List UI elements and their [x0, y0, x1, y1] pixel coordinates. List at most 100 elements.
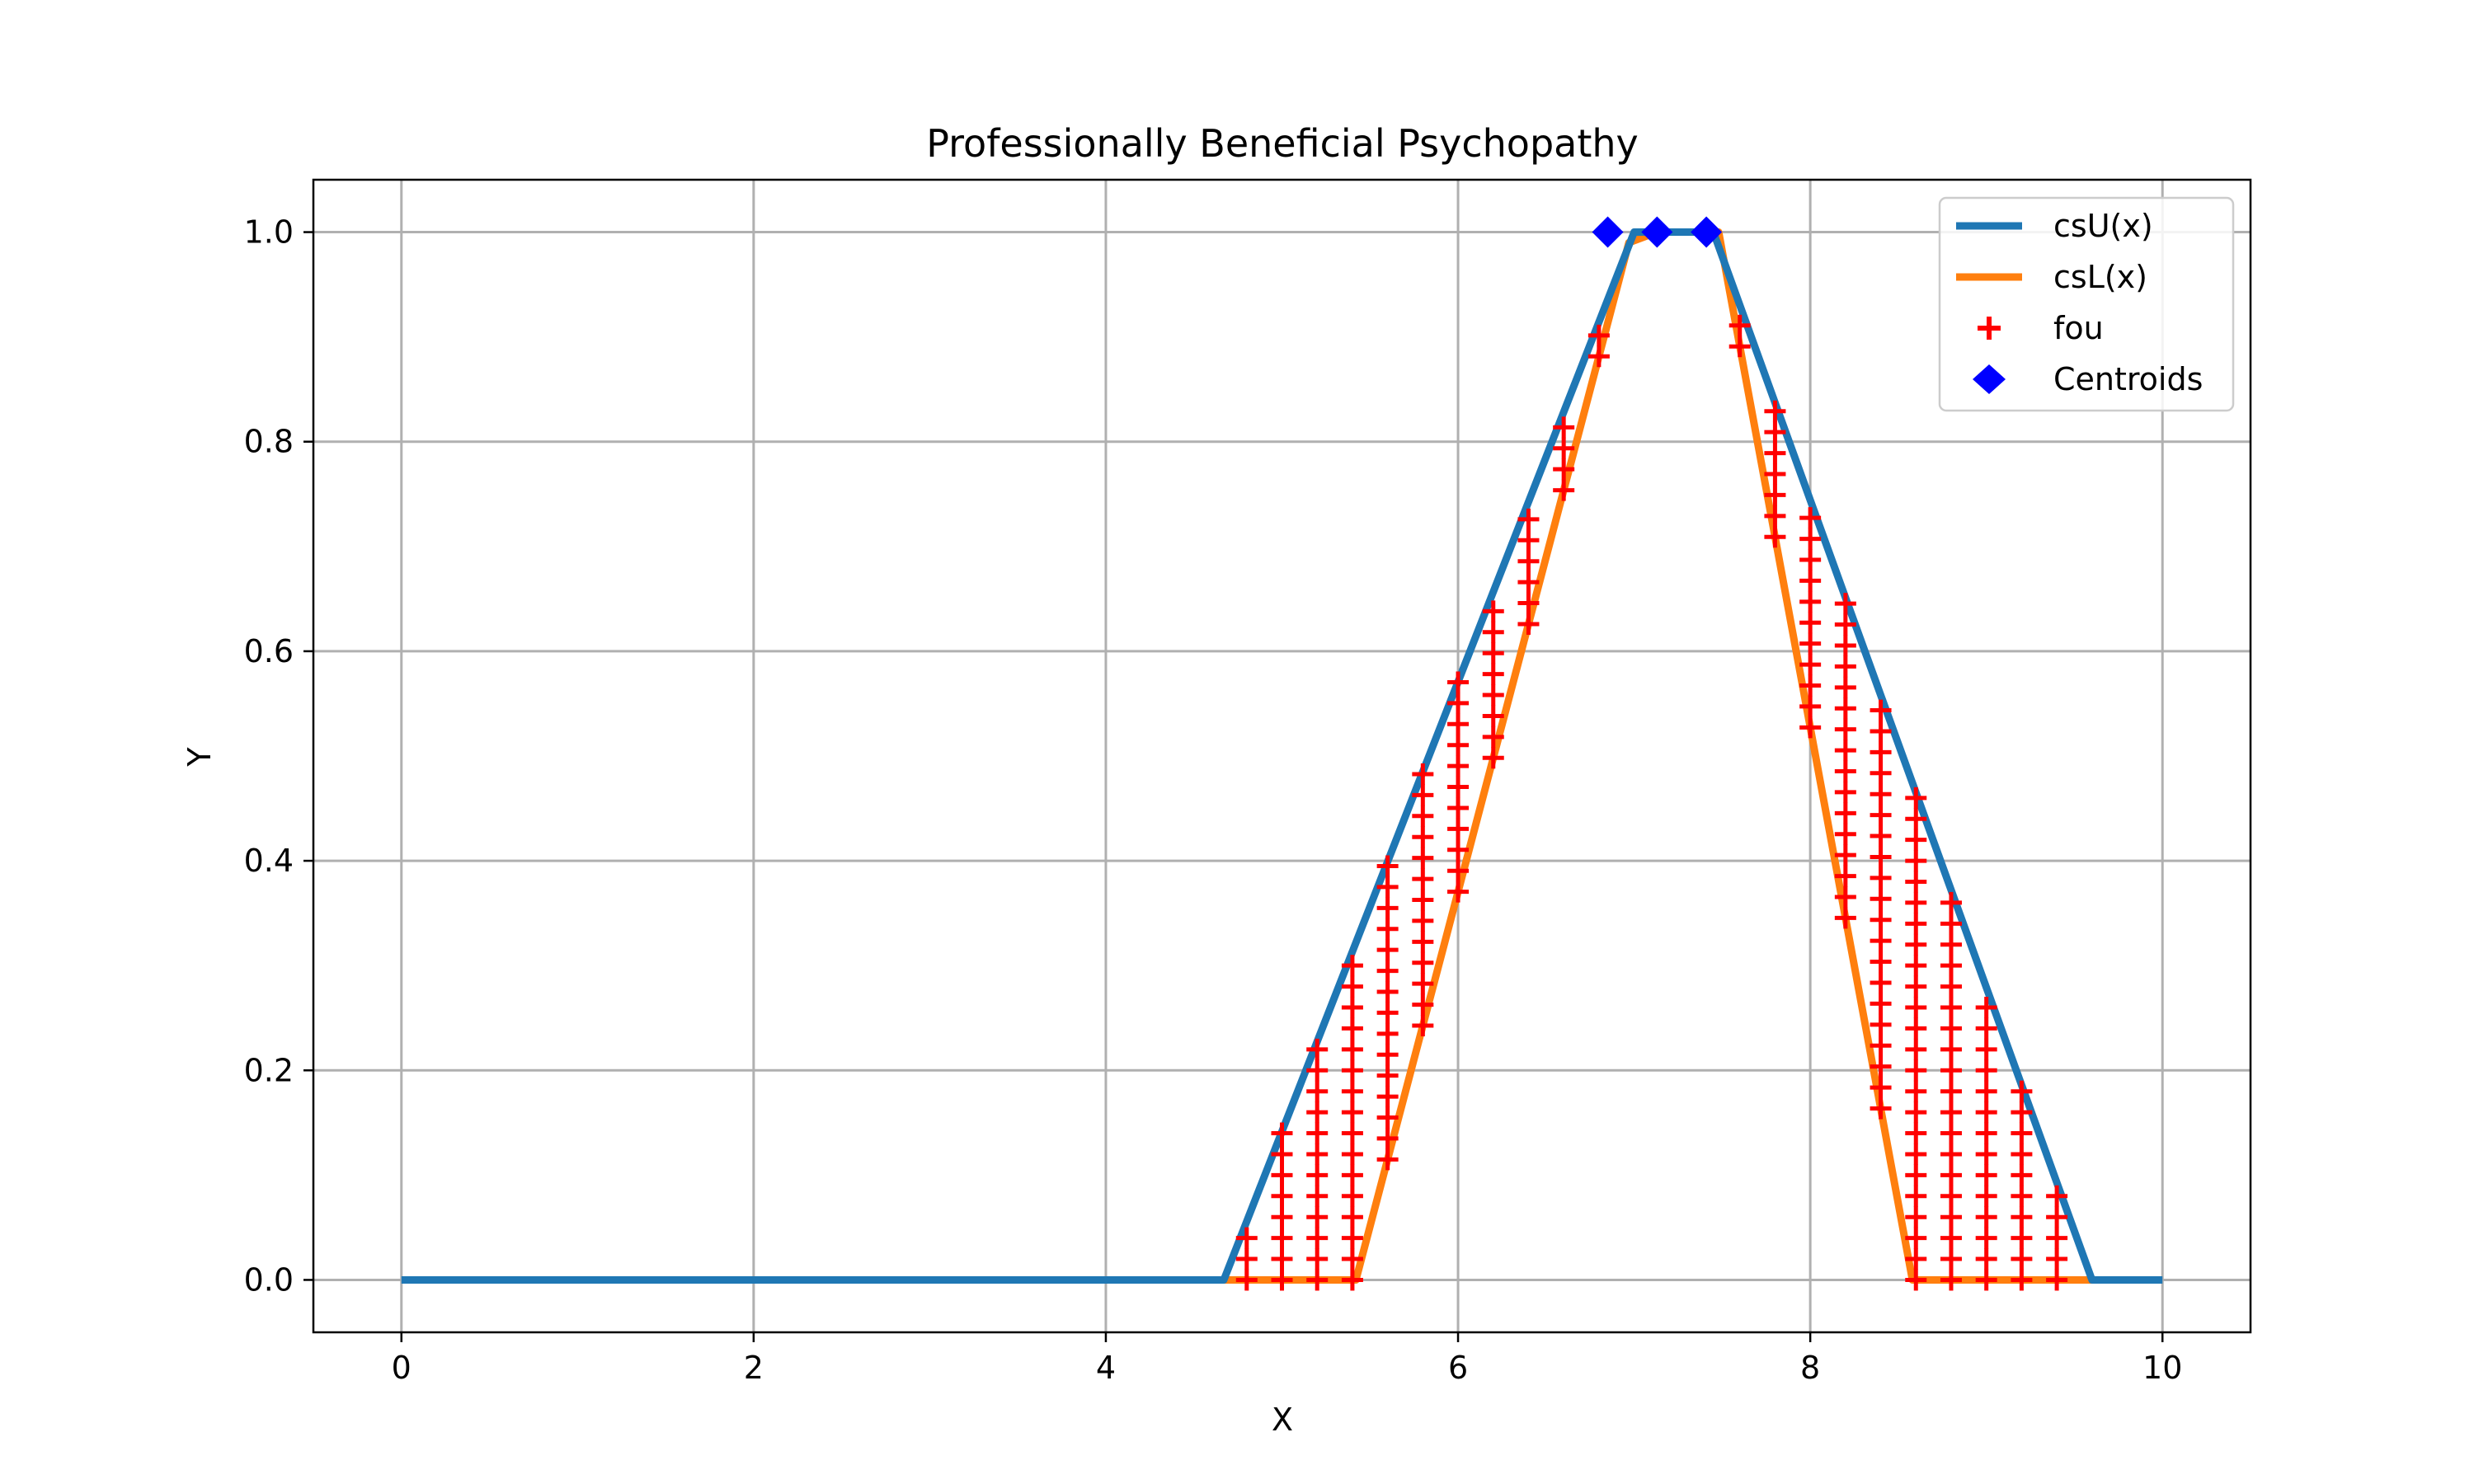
fou-marker [1306, 1269, 1329, 1291]
fou-marker [1940, 1227, 1962, 1249]
fou-marker [1482, 726, 1504, 748]
x-tick-label: 6 [1448, 1350, 1468, 1386]
fou-marker [1834, 697, 1856, 720]
fou-marker [1306, 1143, 1329, 1165]
fou-marker [1482, 600, 1504, 622]
centroid-marker [1592, 216, 1624, 248]
fou-marker [1553, 437, 1575, 459]
fou-marker [1517, 592, 1540, 614]
fou-marker [1341, 1080, 1363, 1102]
fou-marker [1341, 1059, 1363, 1082]
fou-marker [1940, 1122, 1962, 1144]
y-tick-label: 0.8 [244, 424, 294, 460]
legend-box [1938, 196, 2235, 412]
fou-marker [1905, 850, 1927, 872]
fou-marker [1341, 1206, 1363, 1228]
fou-marker [1587, 324, 1610, 346]
legend-swatch-centroids [1973, 364, 2006, 394]
x-tick-label: 10 [2142, 1350, 2182, 1386]
fou-marker [1799, 590, 1822, 613]
fou-marker [1412, 951, 1434, 974]
fou-marker [1447, 818, 1470, 840]
fou-marker [1940, 1101, 1962, 1124]
fou-marker [1870, 804, 1892, 826]
fou-marker [1834, 634, 1856, 656]
fou-marker [1834, 865, 1856, 887]
fou-marker [1799, 570, 1822, 592]
fou-marker [1870, 783, 1892, 805]
fou-marker [1447, 692, 1470, 714]
fou-marker [1870, 1077, 1892, 1099]
fou-marker [1553, 458, 1575, 481]
fou-marker [1341, 1164, 1363, 1186]
fou-marker [1870, 951, 1892, 973]
fou-marker [1799, 695, 1822, 717]
fou-marker [1870, 971, 1892, 993]
fou-marker [1940, 891, 1962, 913]
fou-marker [1376, 960, 1399, 982]
fou-marker [1940, 1269, 1962, 1291]
chart-title: Professionally Beneficial Psychopathy [926, 121, 1639, 166]
fou-markers [1235, 314, 2068, 1291]
fou-marker [1341, 1143, 1363, 1165]
fou-marker [1447, 838, 1470, 861]
fou-marker [1447, 755, 1470, 777]
fou-marker [1799, 612, 1822, 634]
legend-label-csL: csL(x) [2053, 259, 2147, 295]
fou-marker [1834, 676, 1856, 698]
fou-marker [1412, 993, 1434, 1016]
fou-marker [1587, 345, 1610, 368]
fou-marker [1306, 1080, 1329, 1102]
fou-marker [1834, 802, 1856, 824]
fou-marker [1764, 484, 1786, 506]
fou-marker [2011, 1164, 2033, 1186]
fou-marker [1975, 997, 1997, 1019]
fou-marker [1975, 1248, 1997, 1270]
fou-marker [1764, 400, 1786, 422]
fou-marker [1905, 1269, 1927, 1291]
fou-marker [1870, 1013, 1892, 1036]
fou-marker [1341, 1017, 1363, 1040]
fou-marker [1447, 713, 1470, 735]
fou-marker [1870, 1097, 1892, 1120]
fou-marker [1412, 931, 1434, 953]
fou-marker [2046, 1248, 2068, 1270]
fou-marker [1799, 632, 1822, 655]
fou-marker [1905, 1122, 1927, 1144]
fou-marker [1799, 528, 1822, 550]
fou-marker [1376, 1086, 1399, 1108]
fou-marker [1341, 1038, 1363, 1060]
x-tick-label: 0 [392, 1350, 412, 1386]
centroid-markers [1592, 216, 1723, 248]
fou-marker [2011, 1269, 2033, 1291]
fou-marker [1447, 671, 1470, 693]
fou-marker [1376, 855, 1399, 877]
fou-marker [1905, 1017, 1927, 1040]
fou-marker [2011, 1227, 2033, 1249]
fou-marker [1553, 479, 1575, 501]
x-tick-label: 4 [1096, 1350, 1116, 1386]
fou-marker [1834, 760, 1856, 782]
fou-marker [1975, 1143, 1997, 1165]
fou-marker [1306, 1206, 1329, 1228]
fou-marker [1799, 548, 1822, 571]
fou-marker [2046, 1269, 2068, 1291]
fou-marker [1412, 973, 1434, 995]
fou-marker [1376, 1064, 1399, 1087]
fou-marker [1447, 796, 1470, 819]
fou-marker [1975, 1185, 1997, 1207]
fou-marker [1412, 784, 1434, 806]
fou-marker [2046, 1206, 2068, 1228]
legend-label-csU: csU(x) [2053, 208, 2153, 244]
fou-marker [2011, 1143, 2033, 1165]
fou-marker [1306, 1101, 1329, 1124]
fou-marker [1729, 336, 1751, 358]
fou-marker [1376, 1002, 1399, 1024]
fou-marker [1975, 1122, 1997, 1144]
fou-marker [1975, 1017, 1997, 1040]
fou-marker [1799, 654, 1822, 676]
fou-marker [2011, 1206, 2033, 1228]
fou-marker [1870, 1055, 1892, 1078]
fou-marker [1271, 1143, 1293, 1165]
